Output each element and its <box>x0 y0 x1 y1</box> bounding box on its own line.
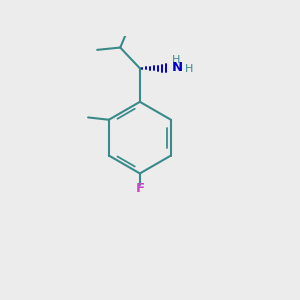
Text: F: F <box>135 182 145 195</box>
Text: N: N <box>171 61 182 74</box>
Text: H: H <box>185 64 193 74</box>
Text: H: H <box>172 55 180 64</box>
